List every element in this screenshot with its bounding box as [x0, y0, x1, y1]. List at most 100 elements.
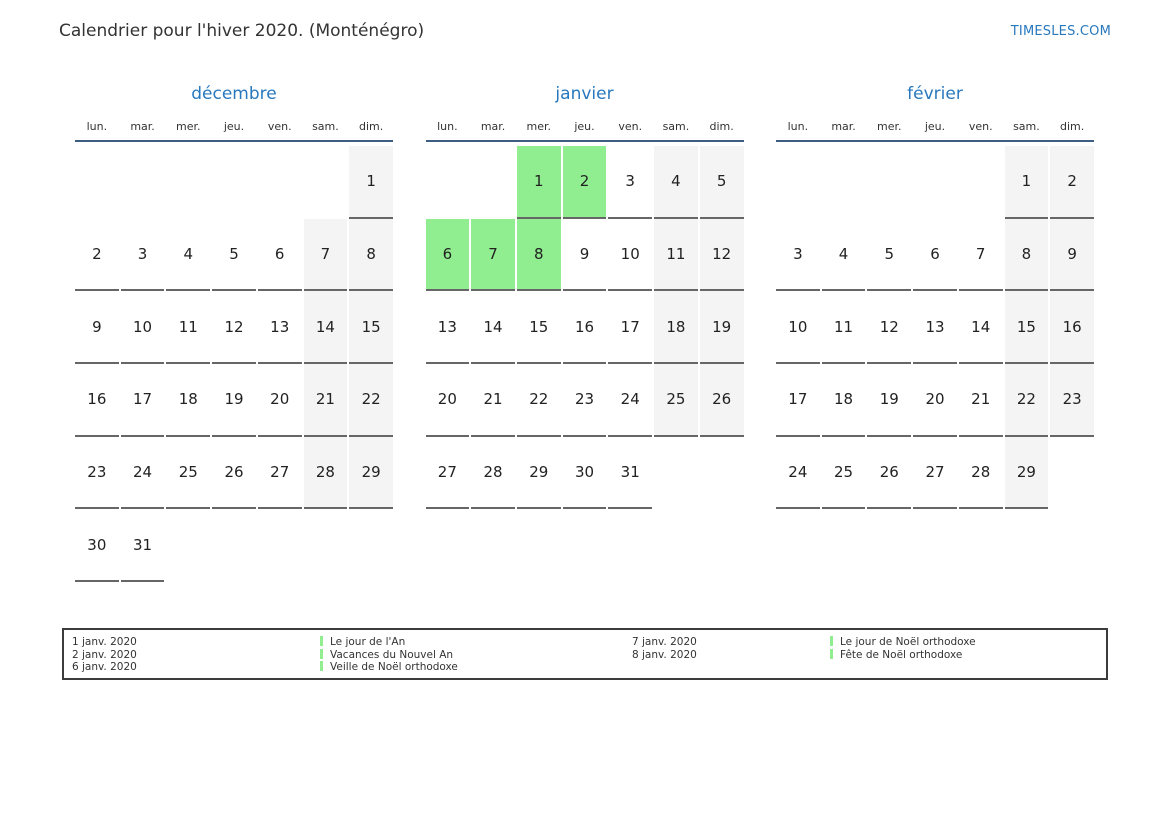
holiday-marker-icon	[320, 636, 323, 646]
weekday-label: ven.	[968, 120, 993, 133]
weekday-label: ven.	[267, 120, 292, 133]
day-cell: 10	[776, 291, 820, 365]
day-cell: 6	[257, 218, 302, 292]
weekday-header-row: lun. mar. mer. jeu. ven. sam. dim.	[75, 106, 393, 142]
month-title: décembre	[191, 84, 277, 104]
weekday-label: dim.	[359, 120, 384, 133]
day-cell: 29	[349, 436, 393, 510]
weekday-label: lun.	[86, 120, 108, 133]
day-cell: 25	[654, 364, 698, 437]
day-cell: 6	[913, 218, 957, 292]
empty-cell	[822, 146, 866, 219]
legend-holiday-name: Fête de Noël orthodoxe	[840, 648, 963, 661]
legend-holiday-name: Le jour de Noël orthodoxe	[840, 636, 976, 648]
day-cell: 16	[75, 364, 119, 437]
empty-cell	[166, 146, 210, 219]
legend-holiday-name: Veille de Noël orthodoxe	[330, 661, 458, 674]
legend-entry: Veille de Noël orthodoxe	[320, 661, 458, 674]
legend-entry: Le jour de l'An	[320, 636, 458, 649]
empty-cell	[304, 509, 348, 582]
month-grid: 1 2 3 4 5 6 7 8 9 10 11 12 13 14 15 16 17 18 19 20 21 22 23 24 2…	[776, 146, 1094, 510]
day-cell: 4	[654, 146, 698, 219]
day-cell: 24	[120, 436, 165, 510]
day-cell: 7	[958, 218, 1003, 292]
day-cell: 27	[257, 436, 302, 510]
weekday-label: mar.	[480, 120, 506, 133]
day-cell: 16	[562, 291, 607, 365]
day-cell: 13	[913, 291, 957, 365]
day-cell: 16	[1050, 291, 1094, 365]
day-cell: 8	[349, 218, 393, 292]
day-cell: 8	[516, 218, 561, 292]
weekday-label: mer.	[176, 120, 201, 133]
day-cell: 12	[867, 291, 912, 365]
day-cell: 30	[562, 436, 607, 510]
day-cell: 19	[212, 364, 256, 437]
empty-cell	[304, 146, 348, 219]
day-cell: 29	[516, 436, 561, 510]
month-title: janvier	[555, 84, 614, 104]
day-cell: 1	[349, 146, 393, 219]
day-cell: 9	[562, 218, 607, 292]
day-cell: 1	[1004, 146, 1049, 219]
day-cell: 12	[212, 291, 256, 365]
weekday-label: jeu.	[924, 120, 946, 133]
day-cell: 30	[75, 509, 119, 583]
day-cell: 7	[471, 218, 515, 292]
day-cell: 19	[867, 364, 912, 437]
empty-cell	[166, 509, 210, 582]
weekday-label: jeu.	[223, 120, 245, 133]
legend: 1 janv. 2020 2 janv. 2020 6 janv. 2020 Le j…	[62, 628, 1108, 680]
day-cell: 28	[958, 436, 1003, 510]
weekday-label: dim.	[1060, 120, 1085, 133]
day-cell: 25	[821, 436, 866, 510]
day-cell: 9	[1050, 218, 1094, 292]
weekday-label: mer.	[526, 120, 552, 133]
day-cell: 31	[608, 436, 653, 510]
weekday-label: sam.	[312, 120, 339, 133]
day-cell: 26	[699, 364, 744, 437]
weekday-label: mer.	[877, 120, 902, 133]
legend-dates-column: 7 janv. 2020 8 janv. 2020	[632, 636, 697, 661]
day-cell: 6	[425, 218, 470, 292]
legend-entry: Vacances du Nouvel An	[320, 648, 458, 662]
legend-date: 7 janv. 2020	[632, 636, 697, 648]
weekday-label: lun.	[437, 120, 458, 133]
weekday-label: sam.	[662, 120, 690, 133]
day-cell: 21	[958, 364, 1003, 437]
day-cell: 2	[75, 218, 119, 292]
day-cell: 3	[776, 218, 820, 292]
legend-date: 6 janv. 2020	[72, 661, 137, 674]
site-link[interactable]: TIMESLES.COM	[1010, 24, 1111, 39]
day-cell: 5	[699, 146, 744, 219]
weekday-label: ven.	[618, 120, 643, 133]
day-cell: 22	[349, 364, 393, 437]
day-cell: 27	[913, 436, 957, 510]
day-cell: 17	[608, 291, 653, 365]
empty-cell	[258, 509, 302, 582]
weekday-label: sam.	[1013, 120, 1040, 133]
empty-cell	[1050, 437, 1094, 510]
legend-date: 2 janv. 2020	[72, 648, 137, 661]
day-cell: 13	[425, 291, 470, 365]
day-cell: 2	[1050, 146, 1094, 219]
day-cell: 11	[821, 291, 866, 365]
day-cell: 10	[120, 291, 165, 365]
holiday-marker-icon	[830, 648, 833, 659]
day-cell: 23	[562, 364, 607, 437]
holiday-marker-icon	[830, 636, 833, 646]
month-title: février	[907, 84, 963, 104]
legend-names-column: Le jour de Noël orthodoxe Fête de Noël or…	[830, 636, 976, 661]
day-cell: 19	[699, 291, 744, 365]
day-cell: 1	[516, 146, 561, 219]
empty-cell	[959, 146, 1003, 219]
empty-cell	[349, 509, 393, 582]
day-cell: 25	[166, 436, 211, 510]
empty-cell	[212, 146, 256, 219]
day-cell: 14	[471, 291, 515, 365]
weekday-label: dim.	[709, 120, 734, 133]
empty-cell	[426, 146, 470, 219]
weekday-header-row: lun. mar. mer. jeu. ven. sam. dim.	[776, 106, 1094, 142]
day-cell: 5	[867, 218, 912, 292]
